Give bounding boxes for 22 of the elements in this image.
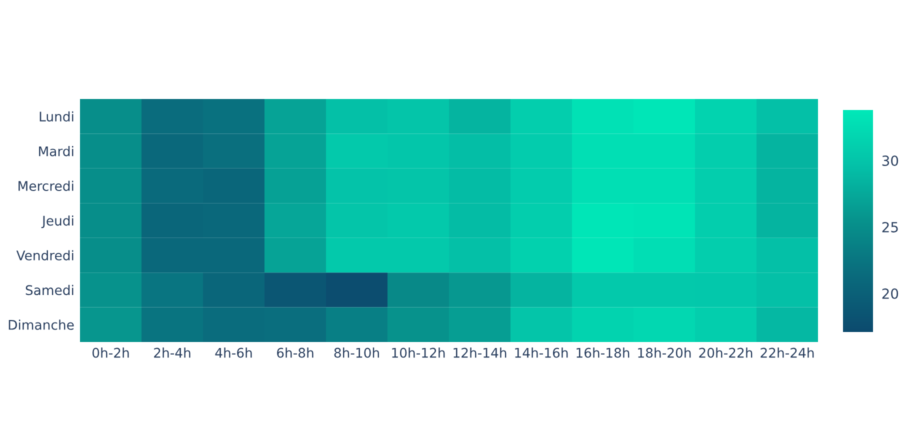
y-tick-label: Dimanche [8,320,74,330]
y-tick-label: Samedi [26,284,74,296]
y-tick-label: Mercredi [18,180,74,191]
x-tick-label: 2h-4h [154,348,190,358]
x-tick-label: 20h-22h [699,348,752,358]
y-tick-label: Vendredi [16,250,74,260]
x-tick-label: 18h-20h [638,348,691,358]
x-tick-label: 22h-24h [760,348,814,358]
x-tick-label: 6h-8h [277,348,314,358]
x-tick-label: 4h-6h [215,348,252,358]
y-tick-label: Lundi [40,111,74,122]
x-tick-label: 14h-16h [515,348,568,358]
x-tick-label: 0h-2h [92,348,129,358]
y-tick-label: Jeudi [41,215,74,228]
x-tick-label: 8h-10h [334,348,379,358]
x-tick-label: 16h-18h [576,348,630,358]
x-tick-label: 12h-14h [454,348,506,358]
color-bar-label: 20 [882,288,898,299]
x-tick-label: 10h-12h [392,348,445,358]
color-bar-label: 30 [882,155,898,166]
y-tick-label: Mardi [39,146,74,156]
color-bar-label: 25 [882,222,898,232]
